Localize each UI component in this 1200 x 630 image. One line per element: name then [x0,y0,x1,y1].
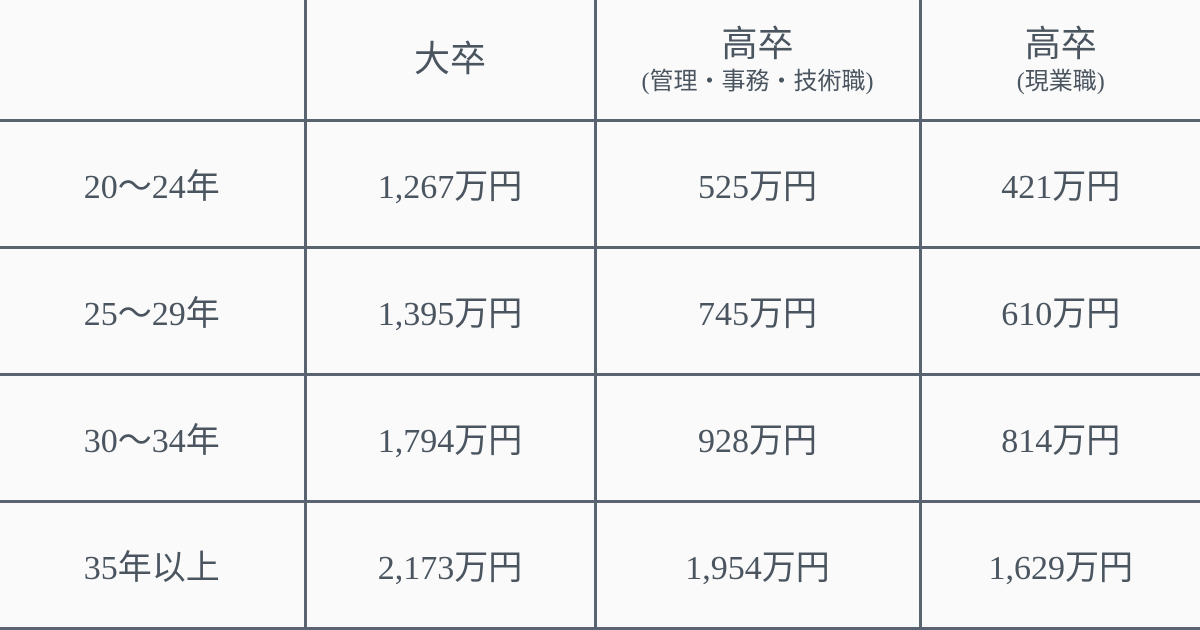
header-cell-kousotsu-kanri: 高卒 (管理・事務・技術職) [595,0,920,120]
cell-value: 1,954万円 [595,501,920,628]
header-sub: (現業職) [922,68,1200,97]
cell-value: 1,629万円 [920,501,1200,628]
row-label: 20〜24年 [0,120,305,247]
cell-value: 1,395万円 [305,247,595,374]
cell-value: 525万円 [595,120,920,247]
cell-value: 928万円 [595,374,920,501]
table-row: 25〜29年 1,395万円 745万円 610万円 [0,247,1200,374]
row-label: 35年以上 [0,501,305,628]
header-main: 高卒 [922,21,1200,68]
cell-value: 1,794万円 [305,374,595,501]
header-sub: (管理・事務・技術職) [597,68,919,97]
cell-value: 814万円 [920,374,1200,501]
table-header-row: 大卒 高卒 (管理・事務・技術職) 高卒 (現業職) [0,0,1200,120]
cell-value: 610万円 [920,247,1200,374]
cell-value: 1,267万円 [305,120,595,247]
header-cell-daisotsu: 大卒 [305,0,595,120]
row-label: 30〜34年 [0,374,305,501]
table-row: 20〜24年 1,267万円 525万円 421万円 [0,120,1200,247]
header-main: 高卒 [597,21,919,68]
cell-value: 745万円 [595,247,920,374]
header-cell-empty [0,0,305,120]
table-row: 35年以上 2,173万円 1,954万円 1,629万円 [0,501,1200,628]
salary-table-container: 大卒 高卒 (管理・事務・技術職) 高卒 (現業職) 20〜24年 1,267万… [0,0,1200,630]
cell-value: 2,173万円 [305,501,595,628]
cell-value: 421万円 [920,120,1200,247]
row-label: 25〜29年 [0,247,305,374]
header-cell-kousotsu-gengyou: 高卒 (現業職) [920,0,1200,120]
table-row: 30〜34年 1,794万円 928万円 814万円 [0,374,1200,501]
salary-table: 大卒 高卒 (管理・事務・技術職) 高卒 (現業職) 20〜24年 1,267万… [0,0,1200,630]
header-main: 大卒 [307,36,594,83]
